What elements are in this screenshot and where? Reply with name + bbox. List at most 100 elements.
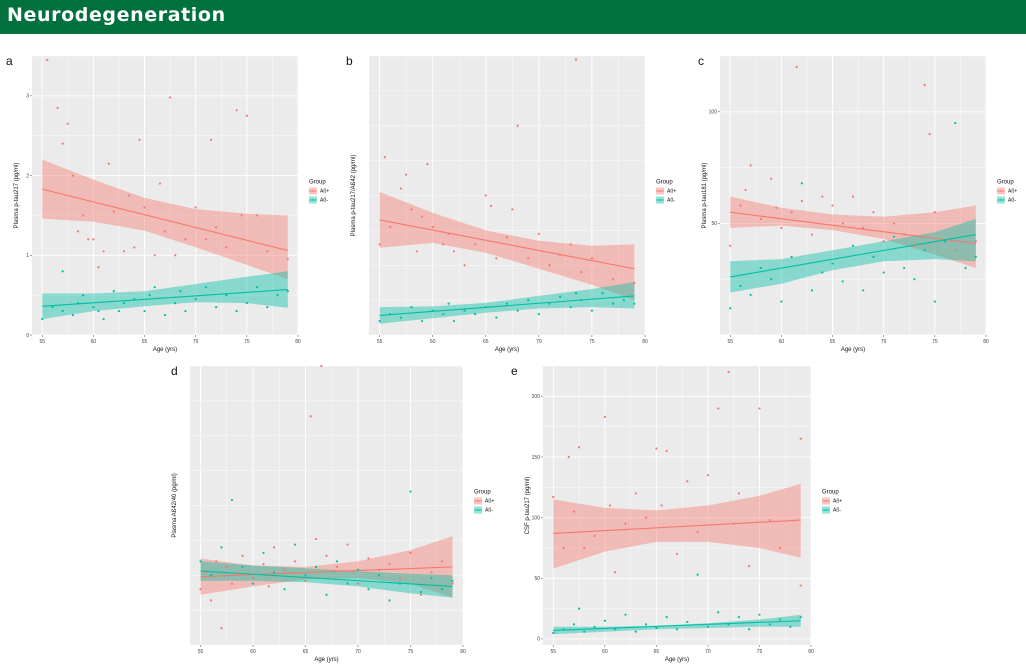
point-series-0-28 bbox=[799, 437, 802, 440]
point-series-0-4 bbox=[577, 446, 581, 449]
point-series-0-7 bbox=[87, 238, 90, 241]
point-series-0-26 bbox=[398, 576, 402, 580]
point-series-0-27 bbox=[778, 546, 782, 550]
legend-key-point-series-1 bbox=[312, 199, 314, 201]
point-series-1-16 bbox=[706, 625, 710, 628]
point-series-0-19 bbox=[325, 554, 328, 557]
x-axis-title: Age (yrs) bbox=[153, 347, 177, 353]
point-series-0-18 bbox=[882, 240, 885, 243]
point-series-1-20 bbox=[184, 309, 187, 313]
point-series-0-17 bbox=[686, 480, 689, 483]
banner-title: Neurodegeneration bbox=[7, 4, 226, 26]
plot-background bbox=[720, 56, 986, 335]
point-series-1-16 bbox=[892, 235, 896, 238]
point-series-1-12 bbox=[122, 302, 126, 305]
point-series-0-10 bbox=[800, 199, 803, 203]
point-series-0-8 bbox=[790, 211, 793, 214]
point-series-1-11 bbox=[314, 565, 318, 568]
point-series-0-34 bbox=[286, 258, 289, 261]
point-series-0-24 bbox=[377, 568, 381, 571]
legend-title: Group bbox=[656, 180, 673, 186]
point-series-1-9 bbox=[463, 309, 466, 312]
point-series-1-14 bbox=[516, 309, 519, 312]
legend-title: Group bbox=[309, 180, 326, 186]
point-series-1-15 bbox=[527, 299, 530, 302]
point-series-0-19 bbox=[158, 182, 161, 185]
point-series-0-3 bbox=[572, 510, 576, 513]
point-series-1-23 bbox=[215, 306, 218, 309]
point-series-0-5 bbox=[410, 208, 413, 211]
point-series-0-4 bbox=[71, 174, 75, 177]
point-series-1-17 bbox=[163, 313, 167, 317]
panel-b: b 55 60 65 70 75 80 Age (yrs) Plasma p-tau217/A… bbox=[340, 50, 685, 355]
point-series-0-17 bbox=[872, 211, 875, 214]
point-series-0-5 bbox=[76, 230, 80, 233]
point-series-0-9 bbox=[795, 66, 798, 69]
point-series-1-12 bbox=[851, 244, 855, 247]
point-series-0-22 bbox=[174, 254, 177, 257]
point-series-0-22 bbox=[923, 83, 926, 87]
point-series-0-16 bbox=[489, 204, 493, 208]
point-series-0-6 bbox=[230, 582, 234, 585]
point-series-0-1 bbox=[204, 571, 207, 574]
point-series-1-8 bbox=[283, 588, 286, 591]
point-series-0-28 bbox=[419, 593, 423, 596]
point-series-1-20 bbox=[748, 628, 751, 631]
point-series-0-0 bbox=[378, 243, 381, 246]
point-series-0-29 bbox=[612, 278, 615, 281]
point-series-0-12 bbox=[272, 546, 276, 549]
point-series-1-7 bbox=[92, 306, 95, 309]
point-series-1-21 bbox=[419, 590, 423, 594]
point-series-0-17 bbox=[314, 537, 318, 541]
point-series-0-11 bbox=[267, 585, 270, 588]
point-series-1-3 bbox=[759, 266, 763, 270]
y-tick-label: 200 bbox=[532, 394, 541, 400]
fit-line-series-1 bbox=[379, 295, 635, 317]
point-series-0-16 bbox=[309, 415, 312, 418]
x-axis-title: Age (yrs) bbox=[495, 347, 519, 353]
confidence-band-series-0 bbox=[553, 483, 801, 569]
point-series-0-11 bbox=[634, 492, 637, 495]
point-series-0-0 bbox=[552, 495, 555, 499]
point-series-1-11 bbox=[841, 280, 844, 283]
point-series-1-13 bbox=[133, 298, 136, 301]
legend-key-point-series-0 bbox=[312, 190, 314, 192]
x-tick-label: 70 bbox=[881, 339, 887, 345]
point-series-0-27 bbox=[215, 226, 218, 229]
x-tick-label: 75 bbox=[408, 649, 414, 655]
panel-letter-b: b bbox=[346, 54, 353, 68]
y-axis-title: Plasma Aß42/40 (pg/ml) bbox=[172, 473, 178, 537]
point-series-1-28 bbox=[266, 306, 269, 309]
point-series-1-12 bbox=[325, 593, 328, 596]
point-series-1-18 bbox=[913, 278, 916, 281]
point-series-0-5 bbox=[583, 546, 586, 550]
point-series-1-6 bbox=[603, 619, 606, 622]
point-series-1-22 bbox=[590, 309, 594, 312]
point-series-1-5 bbox=[780, 300, 783, 303]
point-series-1-18 bbox=[727, 623, 730, 626]
point-series-1-2 bbox=[572, 623, 576, 626]
point-series-1-6 bbox=[262, 551, 265, 555]
point-series-1-23 bbox=[601, 292, 604, 295]
point-series-0-11 bbox=[810, 233, 814, 236]
y-tick-label: 3 bbox=[26, 94, 29, 100]
point-series-1-14 bbox=[686, 620, 689, 624]
point-series-0-30 bbox=[633, 281, 636, 284]
plot-background bbox=[543, 366, 811, 645]
point-series-0-7 bbox=[420, 215, 424, 218]
point-series-0-30 bbox=[440, 560, 444, 563]
x-tick-label: 65 bbox=[483, 339, 489, 345]
point-series-0-31 bbox=[451, 582, 454, 585]
point-series-0-8 bbox=[92, 238, 95, 241]
y-tick-label: 50 bbox=[534, 576, 540, 582]
point-series-0-11 bbox=[447, 232, 450, 235]
point-series-1-3 bbox=[577, 607, 581, 610]
legend-title: Group bbox=[997, 180, 1014, 186]
point-series-0-25 bbox=[954, 249, 957, 252]
point-series-1-10 bbox=[831, 262, 834, 265]
point-series-0-10 bbox=[262, 562, 265, 566]
x-tick-label: 55 bbox=[551, 649, 557, 655]
point-series-0-11 bbox=[107, 162, 110, 165]
point-series-0-9 bbox=[431, 225, 434, 228]
point-series-1-15 bbox=[696, 573, 699, 576]
